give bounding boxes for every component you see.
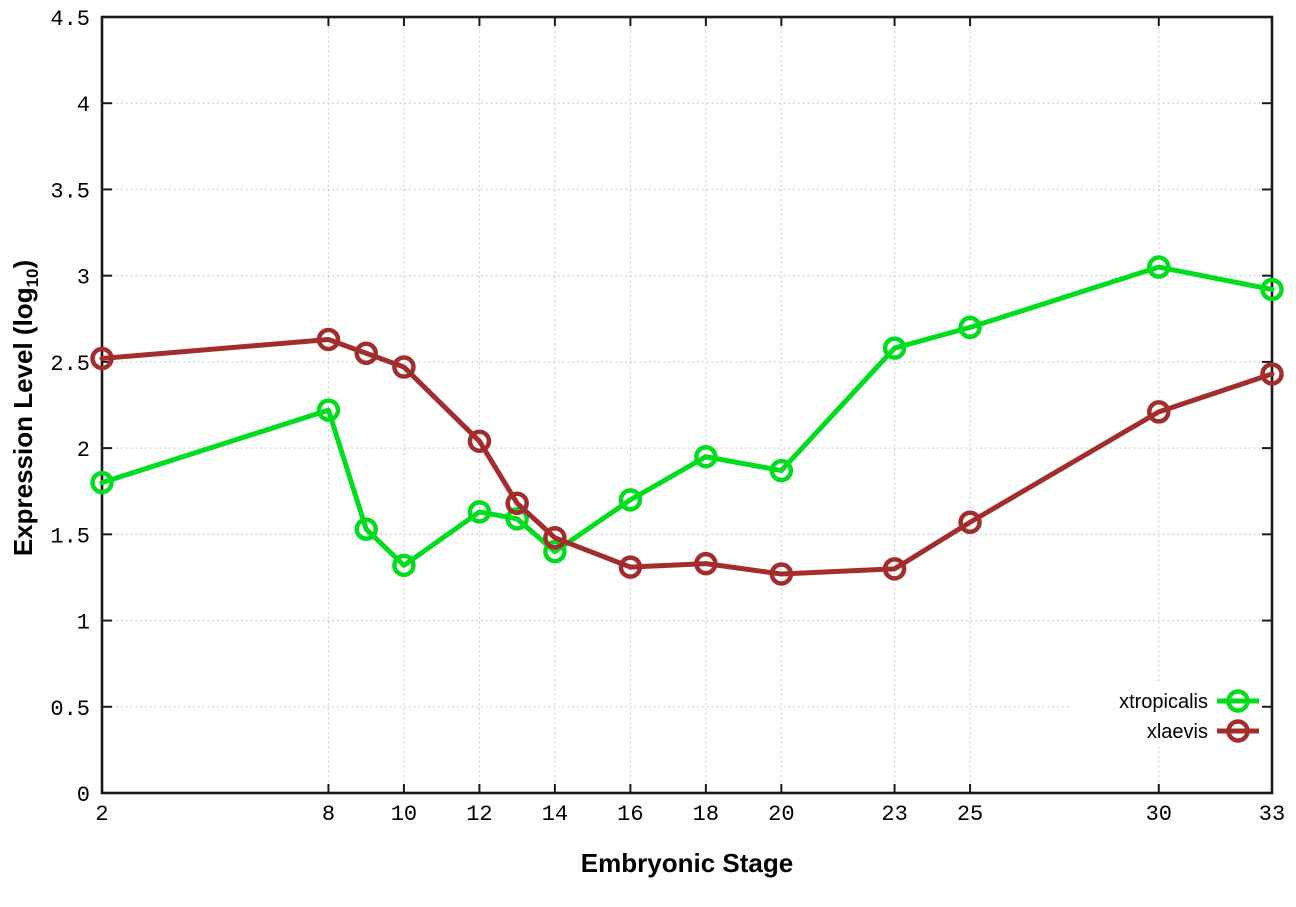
plot-border (100, 15, 1274, 795)
data-point-xtropicalis (1147, 255, 1171, 279)
data-point-xlaevis (354, 341, 378, 366)
y-tick-label: 0 (77, 783, 90, 808)
data-point-xlaevis (958, 510, 982, 535)
x-tick-label: 30 (1146, 802, 1172, 827)
x-tick-label: 12 (466, 802, 492, 827)
data-point-xtropicalis (958, 315, 982, 340)
y-axis-title-suffix: ) (8, 259, 38, 269)
y-axis-title-text: Expression Level (log (8, 287, 38, 557)
y-tick-label: 2.5 (50, 352, 90, 377)
data-point-xtropicalis (1260, 277, 1284, 302)
x-tick-label: 10 (391, 802, 417, 827)
data-point-xtropicalis (505, 507, 529, 531)
data-point-xtropicalis (90, 470, 114, 495)
legend-marker-xlaevis (1226, 719, 1250, 743)
x-tick-label: 16 (617, 802, 643, 827)
y-tick-label: 2 (77, 438, 90, 463)
x-tick-label: 20 (768, 802, 794, 827)
y-tick-label: 1 (77, 611, 90, 636)
series-line-xtropicalis (99, 264, 1275, 568)
y-tick-label: 3 (77, 266, 90, 291)
data-point-xlaevis (694, 551, 718, 576)
data-point-xtropicalis (769, 458, 794, 483)
data-point-xlaevis (1260, 362, 1284, 386)
y-axis-title: Expression Level (log10) (8, 8, 48, 808)
data-point-xlaevis (618, 555, 643, 579)
data-point-xlaevis (882, 557, 907, 581)
legend-label-xlaevis: xlaevis (1147, 721, 1208, 743)
data-point-xtropicalis (543, 539, 567, 564)
data-point-xtropicalis (467, 500, 492, 524)
data-point-xtropicalis (316, 398, 341, 422)
x-tick-label: 23 (881, 802, 907, 827)
data-point-xtropicalis (392, 553, 416, 578)
x-axis-title: Embryonic Stage (580, 848, 794, 878)
legend-label-xtropicalis: xtropicalis (1119, 691, 1208, 713)
data-point-xlaevis (392, 355, 416, 379)
x-tick-label: 18 (693, 802, 719, 827)
data-point-xlaevis (90, 346, 114, 371)
y-tick-label: 1.5 (50, 524, 90, 549)
series-line-xlaevis (99, 336, 1275, 577)
data-point-xlaevis (316, 327, 341, 352)
data-point-xlaevis (467, 429, 492, 453)
data-point-xlaevis (1147, 400, 1171, 424)
x-tick-label: 8 (322, 802, 335, 827)
data-point-xtropicalis (882, 336, 907, 360)
data-point-xtropicalis (694, 444, 718, 469)
x-tick-label: 14 (542, 802, 568, 827)
data-point-xtropicalis (618, 488, 643, 512)
data-point-xlaevis (505, 491, 529, 516)
data-point-xlaevis (543, 526, 567, 550)
legend-marker-xtropicalis (1226, 689, 1250, 713)
y-tick-label: 0.5 (50, 697, 90, 722)
x-tick-label: 25 (957, 802, 983, 827)
x-tick-label: 33 (1259, 802, 1285, 827)
y-tick-label: 4 (77, 93, 90, 118)
y-tick-label: 4.5 (50, 7, 90, 32)
data-point-xlaevis (769, 562, 794, 586)
y-tick-label: 3.5 (50, 179, 90, 204)
data-point-xtropicalis (354, 517, 378, 541)
x-tick-label: 2 (95, 802, 108, 827)
y-axis-title-subscript: 10 (23, 268, 43, 288)
